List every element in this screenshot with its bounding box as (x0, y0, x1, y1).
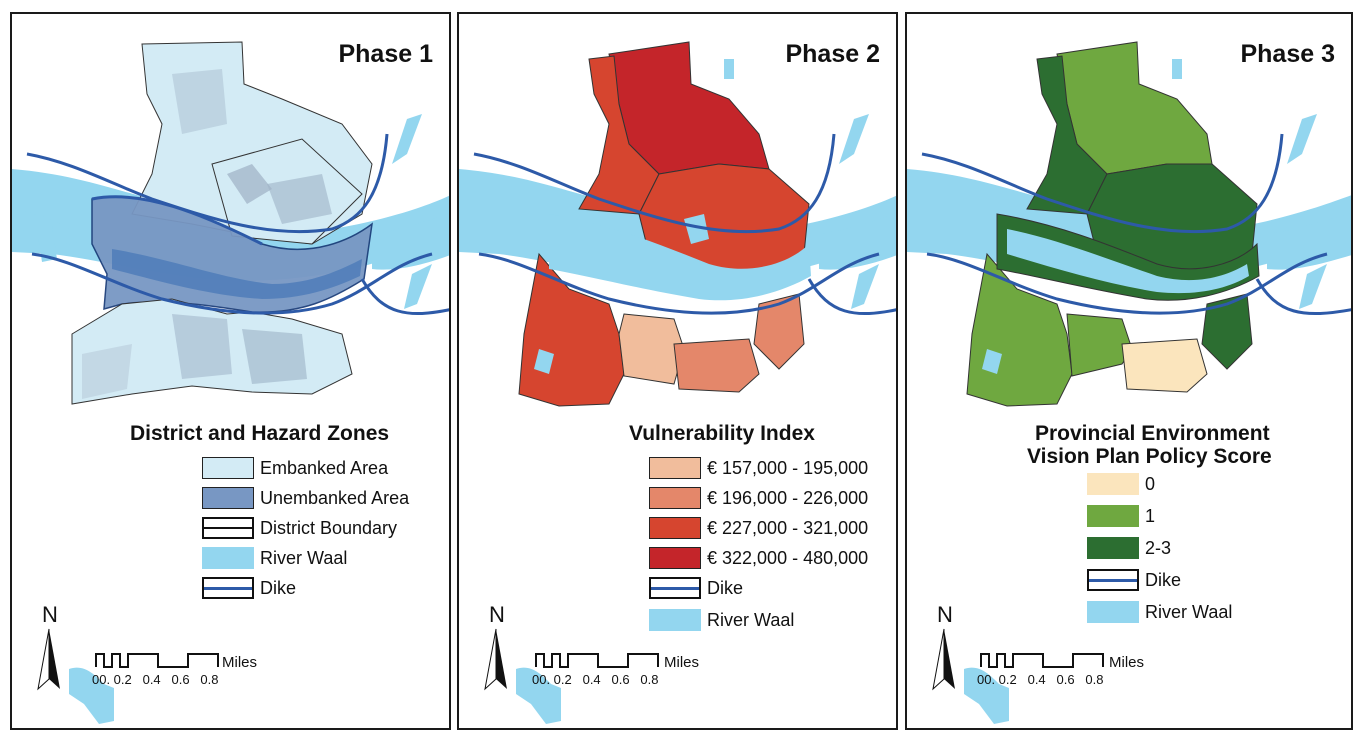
map-phase-3 (907, 41, 1351, 407)
scale-unit: Miles (664, 654, 700, 671)
legend-swatch (649, 547, 701, 569)
legend-label: 2-3 (1145, 537, 1172, 558)
legend-swatch (649, 517, 701, 539)
legend-label: River Waal (260, 547, 348, 568)
river-inner (982, 59, 1249, 374)
legend-label: € 157,000 - 195,000 (707, 457, 869, 478)
district-score-0 (1121, 338, 1208, 393)
legend-title: Vulnerability Index (629, 422, 815, 445)
legend-item-score-0: 0 (1087, 470, 1155, 498)
legend-item-river-waal: River Waal (649, 606, 794, 634)
scale-ticks: 00. 0.2 0.4 0.6 0.8 (92, 672, 219, 687)
north-label: N (937, 602, 953, 627)
legend-item-score-2-3: 2-3 (1087, 534, 1171, 562)
legend-swatch (1087, 505, 1139, 527)
legend-item-district-boundary: District Boundary (202, 514, 397, 542)
legend-label: River Waal (707, 609, 795, 630)
legend-swatch (1087, 601, 1139, 623)
legend-title-line-1: Provincial Environment (1035, 422, 1270, 445)
phase-title: Phase 3 (1240, 40, 1335, 68)
legend-item-322-480: € 322,000 - 480,000 (649, 544, 868, 572)
north-arrow-icon: N (37, 602, 114, 724)
legend-item-river-waal: River Waal (1087, 598, 1232, 626)
north-label: N (489, 602, 505, 627)
legend-title-line-2: Vision Plan Policy Score (1027, 445, 1272, 468)
dike-line (921, 133, 1351, 316)
legend-swatch (1087, 473, 1139, 495)
scale-unit: Miles (1109, 654, 1145, 671)
legend-swatch (202, 577, 254, 599)
legend-swatch (202, 457, 254, 479)
scale-ticks: 00. 0.2 0.4 0.6 0.8 (977, 672, 1104, 687)
map-panel-phase-3: Phase 3 Provincial Environment Vision Pl… (905, 12, 1353, 730)
legend-label: Dike (707, 577, 744, 598)
scale-bar (980, 653, 1104, 668)
map-phase-1 (12, 41, 449, 405)
legend-label: 1 (1145, 505, 1156, 526)
legend-title: District and Hazard Zones (130, 422, 390, 445)
legend-item-embanked-area: Embanked Area (202, 454, 388, 482)
legend-label: River Waal (1145, 601, 1233, 622)
legend-item-157-195: € 157,000 - 195,000 (649, 454, 868, 482)
legend-label: Dike (1145, 569, 1182, 590)
legend-item-dike: Dike (1087, 566, 1181, 594)
north-arrow-icon: N (484, 602, 561, 724)
scale-bar (95, 653, 219, 668)
phase-title: Phase 1 (338, 40, 433, 68)
legend-label: Dike (260, 577, 297, 598)
legend-item-dike: Dike (202, 574, 296, 602)
legend-swatch (649, 609, 701, 631)
legend-swatch (649, 457, 701, 479)
district-227-321 (518, 55, 810, 407)
legend-swatch (1087, 537, 1139, 559)
legend-item-227-321: € 227,000 - 321,000 (649, 514, 868, 542)
legend-item-river-waal: River Waal (202, 544, 347, 572)
legend-label: 0 (1145, 473, 1156, 494)
legend-item-score-1: 1 (1087, 502, 1155, 530)
north-arrow-icon: N (932, 602, 1009, 724)
district-embanked-north (131, 41, 373, 245)
north-label: N (42, 602, 58, 627)
legend-label: € 227,000 - 321,000 (707, 517, 869, 538)
district-score-2-3 (996, 55, 1260, 370)
map-panel-phase-2: Phase 2 Vulnerability Index € 157,000 - … (457, 12, 898, 730)
legend-item-196-226: € 196,000 - 226,000 (649, 484, 868, 512)
map-panel-phase-1: Phase 1 District and Hazard Zones Embank… (10, 12, 451, 730)
scale-ticks: 00. 0.2 0.4 0.6 0.8 (532, 672, 659, 687)
dike-line (473, 133, 896, 316)
legend-label: € 322,000 - 480,000 (707, 547, 869, 568)
legend-label: District Boundary (260, 517, 398, 538)
district-embanked-south (71, 298, 353, 405)
district-157-195 (618, 313, 685, 385)
scale-bar (535, 653, 659, 668)
scale-unit: Miles (222, 654, 258, 671)
legend-swatch (1087, 569, 1139, 591)
legend-swatch (202, 517, 254, 539)
legend-label: Unembanked Area (260, 487, 410, 508)
map-phase-2 (459, 41, 896, 407)
legend-label: Embanked Area (260, 457, 389, 478)
phase-title: Phase 2 (785, 40, 880, 68)
legend-swatch (649, 487, 701, 509)
legend-label: € 196,000 - 226,000 (707, 487, 869, 508)
legend-item-dike: Dike (649, 574, 743, 602)
legend-item-unembanked-area: Unembanked Area (202, 484, 409, 512)
legend-swatch (649, 577, 701, 599)
legend-swatch (202, 487, 254, 509)
legend-swatch (202, 547, 254, 569)
district-196-226 (673, 293, 805, 393)
river-inner (534, 59, 811, 374)
dike-line (26, 133, 449, 316)
